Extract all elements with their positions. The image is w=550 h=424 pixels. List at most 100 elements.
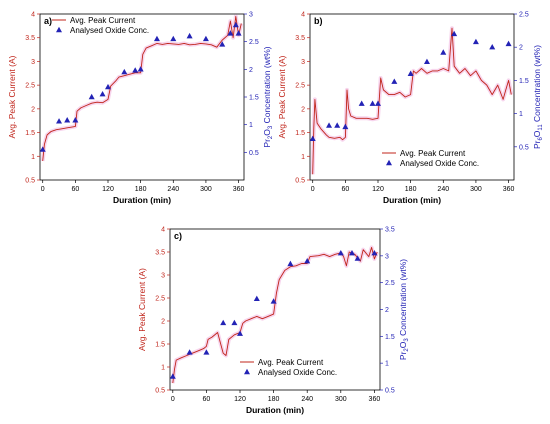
x-tick-label: 180 <box>135 186 147 193</box>
oxide-marker <box>354 255 361 261</box>
oxide-marker <box>391 78 398 84</box>
oxide-marker <box>72 117 79 123</box>
oxide-marker <box>304 258 311 264</box>
x-tick-label: 0 <box>171 396 175 403</box>
x-axis-title: Duration (min) <box>113 195 171 205</box>
axis-title-part: 11 <box>538 124 544 131</box>
oxide-marker <box>56 118 63 124</box>
y-left-tick-label: 2.5 <box>155 296 165 303</box>
panel-label: a) <box>44 16 52 26</box>
y-left-tick-label: 1 <box>301 154 305 161</box>
y-left-tick-label: 1 <box>161 365 165 372</box>
oxide-marker <box>423 58 430 65</box>
oxide-marker <box>337 249 344 256</box>
y-left-tick-label: 2 <box>31 106 35 113</box>
oxide-marker <box>132 67 139 73</box>
y-right-tick-label: 1.5 <box>385 334 395 341</box>
x-tick-label: 240 <box>167 186 179 193</box>
legend-marker-swatch <box>244 368 250 375</box>
y-left-tick-label: 3.5 <box>155 250 165 257</box>
panel-label: b) <box>314 16 323 26</box>
axis-title-part: Concentration (wt%) <box>532 45 542 125</box>
y-left-tick-label: 0.5 <box>25 178 35 185</box>
oxide-marker <box>505 40 512 47</box>
current-series-line <box>312 27 512 175</box>
y-left-tick-label: 1.5 <box>25 130 35 137</box>
x-tick-label: 360 <box>233 186 245 193</box>
oxide-marker <box>235 30 242 36</box>
y-left-tick-label: 2.5 <box>295 83 305 90</box>
oxide-marker <box>137 66 144 72</box>
y-right-tick-label: 1 <box>385 361 389 368</box>
y-left-tick-label: 2 <box>161 319 165 326</box>
current-series-line <box>42 15 242 162</box>
y-right-axis-title: Pr6O11 Concentration (wt%) <box>532 45 544 149</box>
x-axis-title: Duration (min) <box>383 195 441 205</box>
oxide-marker <box>369 100 376 106</box>
oxide-marker <box>326 122 333 128</box>
current-series-line <box>172 246 378 384</box>
oxide-marker <box>253 295 260 301</box>
oxide-marker <box>451 30 458 37</box>
x-tick-label: 180 <box>405 186 417 193</box>
x-tick-label: 240 <box>301 396 313 403</box>
oxide-marker <box>39 146 46 152</box>
legend-label-current: Avg. Peak Current <box>70 16 136 25</box>
y-right-tick-label: 3 <box>249 12 253 19</box>
oxide-marker <box>203 349 210 355</box>
oxide-marker <box>358 100 365 106</box>
y-right-tick-label: 3.5 <box>385 227 395 234</box>
oxide-marker <box>375 100 381 106</box>
y-left-tick-label: 4 <box>161 227 165 234</box>
oxide-marker <box>169 373 176 379</box>
y-right-tick-label: 2.5 <box>385 280 395 287</box>
oxide-marker <box>227 30 234 36</box>
y-left-tick-label: 1 <box>31 154 35 161</box>
legend-label-oxide: Analysed Oxide Conc. <box>258 368 337 377</box>
axis-title-part: Pr <box>532 140 542 149</box>
axis-title-part: O <box>262 129 272 136</box>
y-left-axis-title: Avg. Peak Current (A) <box>277 55 287 138</box>
oxide-marker <box>309 135 316 142</box>
oxide-marker <box>489 44 496 50</box>
x-tick-label: 0 <box>41 186 45 193</box>
legend-marker-swatch <box>56 26 62 33</box>
axis-title-part: O <box>532 130 542 137</box>
x-tick-label: 60 <box>341 186 349 193</box>
y-right-tick-label: 0.5 <box>519 144 529 151</box>
y-left-tick-label: 0.5 <box>155 388 165 395</box>
y-left-axis-title: Avg. Peak Current (A) <box>7 55 17 138</box>
y-left-tick-label: 1.5 <box>295 130 305 137</box>
y-right-tick-label: 1.5 <box>249 95 259 102</box>
legend-label-oxide: Analysed Oxide Conc. <box>70 26 149 35</box>
x-tick-label: 360 <box>369 396 381 403</box>
y-right-tick-label: 0.5 <box>385 388 395 395</box>
oxide-marker <box>153 35 160 42</box>
current-series-halo <box>40 14 244 162</box>
y-left-axis-title: Avg. Peak Current (A) <box>137 268 147 351</box>
x-tick-label: 0 <box>311 186 315 193</box>
x-tick-label: 300 <box>470 186 482 193</box>
oxide-marker <box>472 38 479 45</box>
legend-label-current: Avg. Peak Current <box>400 149 466 158</box>
y-right-axis-title: Pr2O3 Concentration (wt%) <box>262 46 274 147</box>
axis-title-part: 3 <box>404 338 410 342</box>
x-tick-label: 240 <box>437 186 449 193</box>
y-right-tick-label: 0.5 <box>249 150 259 157</box>
oxide-marker <box>219 41 226 47</box>
y-left-tick-label: 3.5 <box>25 35 35 42</box>
y-right-tick-label: 2.5 <box>519 12 529 19</box>
oxide-marker <box>99 91 106 97</box>
legend-label-oxide: Analysed Oxide Conc. <box>400 159 479 168</box>
y-right-tick-label: 2 <box>385 307 389 314</box>
axis-title-part: 2 <box>268 135 274 139</box>
x-tick-label: 360 <box>503 186 515 193</box>
y-right-tick-label: 1.5 <box>519 78 529 85</box>
y-left-tick-label: 3.5 <box>295 35 305 42</box>
y-right-tick-label: 1 <box>249 122 253 129</box>
axis-title-part: 2 <box>404 348 410 352</box>
oxide-marker <box>64 117 71 123</box>
